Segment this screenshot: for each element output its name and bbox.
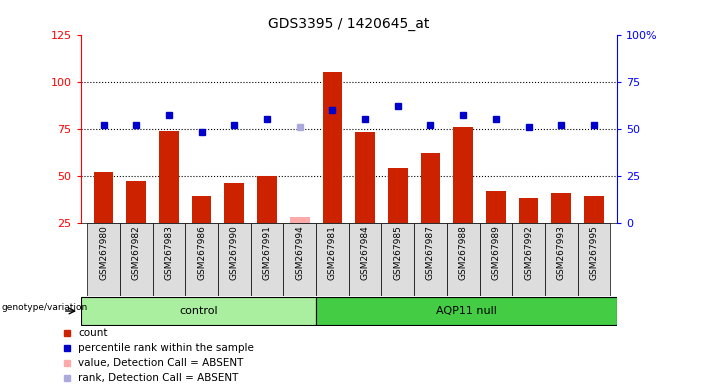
Bar	[545, 223, 578, 296]
Bar	[153, 223, 185, 296]
Bar	[552, 193, 571, 223]
Bar	[447, 223, 479, 296]
Text: percentile rank within the sample: percentile rank within the sample	[79, 343, 254, 353]
Text: GSM267985: GSM267985	[393, 225, 402, 280]
Bar	[355, 132, 375, 223]
Text: GSM267992: GSM267992	[524, 225, 533, 280]
Text: GSM267989: GSM267989	[491, 225, 501, 280]
Text: genotype/variation: genotype/variation	[1, 303, 88, 312]
Bar	[185, 223, 218, 296]
Bar	[316, 223, 349, 296]
Bar	[388, 168, 407, 223]
Bar	[349, 223, 381, 296]
Bar	[322, 72, 342, 223]
Bar	[421, 153, 440, 223]
Text: value, Detection Call = ABSENT: value, Detection Call = ABSENT	[79, 358, 243, 368]
FancyBboxPatch shape	[81, 297, 316, 325]
Text: GSM267990: GSM267990	[230, 225, 239, 280]
Bar	[218, 223, 251, 296]
Text: GSM267982: GSM267982	[132, 225, 141, 280]
Bar	[381, 223, 414, 296]
Bar	[87, 223, 120, 296]
Bar	[519, 198, 538, 223]
Text: GSM267995: GSM267995	[590, 225, 599, 280]
FancyBboxPatch shape	[316, 297, 617, 325]
Bar	[578, 223, 611, 296]
Text: GSM267983: GSM267983	[165, 225, 173, 280]
Bar	[486, 191, 505, 223]
Bar	[512, 223, 545, 296]
Bar	[414, 223, 447, 296]
Bar	[251, 223, 283, 296]
Bar	[257, 176, 277, 223]
Bar	[126, 181, 146, 223]
Bar	[159, 131, 179, 223]
Text: GSM267986: GSM267986	[197, 225, 206, 280]
Bar	[454, 127, 473, 223]
Text: GSM267988: GSM267988	[458, 225, 468, 280]
Text: rank, Detection Call = ABSENT: rank, Detection Call = ABSENT	[79, 372, 238, 383]
Text: GSM267984: GSM267984	[360, 225, 369, 280]
Text: GSM267980: GSM267980	[99, 225, 108, 280]
Bar	[290, 217, 310, 223]
Title: GDS3395 / 1420645_at: GDS3395 / 1420645_at	[268, 17, 430, 31]
Text: control: control	[179, 306, 217, 316]
Bar	[120, 223, 153, 296]
Bar	[224, 183, 244, 223]
Bar	[192, 196, 212, 223]
Text: GSM267987: GSM267987	[426, 225, 435, 280]
Bar	[94, 172, 114, 223]
Text: GSM267994: GSM267994	[295, 225, 304, 280]
Text: GSM267981: GSM267981	[328, 225, 337, 280]
Bar	[479, 223, 512, 296]
Text: GSM267993: GSM267993	[557, 225, 566, 280]
Text: GSM267991: GSM267991	[262, 225, 271, 280]
Text: AQP11 null: AQP11 null	[436, 306, 497, 316]
Text: count: count	[79, 328, 108, 338]
Bar	[584, 196, 604, 223]
Bar	[283, 223, 316, 296]
